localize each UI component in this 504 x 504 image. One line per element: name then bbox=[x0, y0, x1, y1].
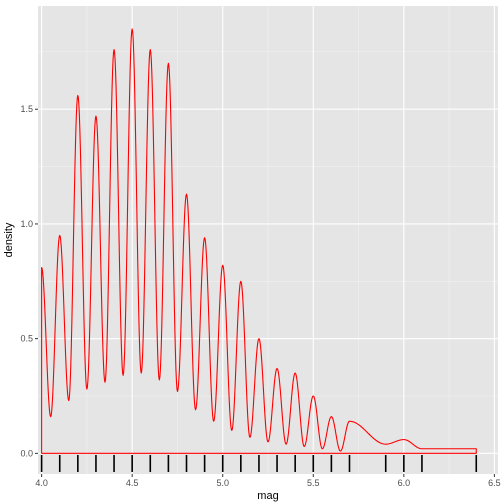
x-tick-label: 5.5 bbox=[307, 478, 320, 488]
x-axis-title: mag bbox=[257, 490, 278, 502]
density-curve-layer bbox=[41, 28, 477, 454]
density-peak-point bbox=[240, 281, 241, 282]
density-peak-point bbox=[222, 265, 223, 266]
density-peak-point bbox=[385, 444, 386, 445]
rug-marks bbox=[40, 455, 478, 472]
y-tick-label: 1.5 bbox=[20, 104, 33, 114]
x-tick-label: 4.0 bbox=[35, 478, 48, 488]
density-peak-point bbox=[132, 28, 133, 29]
y-tick-label: 0.0 bbox=[20, 448, 33, 458]
density-line bbox=[41, 28, 477, 454]
density-peak-point bbox=[276, 368, 277, 369]
density-peak-point bbox=[59, 235, 60, 236]
density-peak-point bbox=[331, 416, 332, 417]
x-tick-label: 6.0 bbox=[398, 478, 411, 488]
y-tick-label: 0.5 bbox=[20, 334, 33, 344]
density-peak-point bbox=[41, 267, 42, 268]
density-peak-point bbox=[295, 372, 296, 373]
density-peak-point bbox=[204, 237, 205, 238]
density-peak-point bbox=[349, 421, 350, 422]
density-peak-point bbox=[258, 338, 259, 339]
y-axis: 0.0 0.5 1.0 1.5 bbox=[20, 104, 38, 458]
x-tick-label: 5.0 bbox=[216, 478, 229, 488]
x-tick-label: 4.5 bbox=[126, 478, 139, 488]
density-peak-point bbox=[313, 395, 314, 396]
y-axis-title: density bbox=[3, 222, 15, 257]
density-peak-point bbox=[95, 116, 96, 117]
density-peak-point bbox=[150, 49, 151, 50]
density-peak-point bbox=[186, 194, 187, 195]
y-tick-label: 1.0 bbox=[20, 219, 33, 229]
x-axis: 4.0 4.5 5.0 5.5 6.0 6.5 bbox=[35, 474, 501, 488]
x-tick-label: 6.5 bbox=[488, 478, 501, 488]
density-peak-point bbox=[403, 439, 404, 440]
density-peak-point bbox=[77, 95, 78, 96]
density-peak-point bbox=[421, 448, 422, 449]
density-peak-point bbox=[476, 448, 477, 449]
density-peak-point bbox=[168, 63, 169, 64]
density-peak-point bbox=[113, 49, 114, 50]
